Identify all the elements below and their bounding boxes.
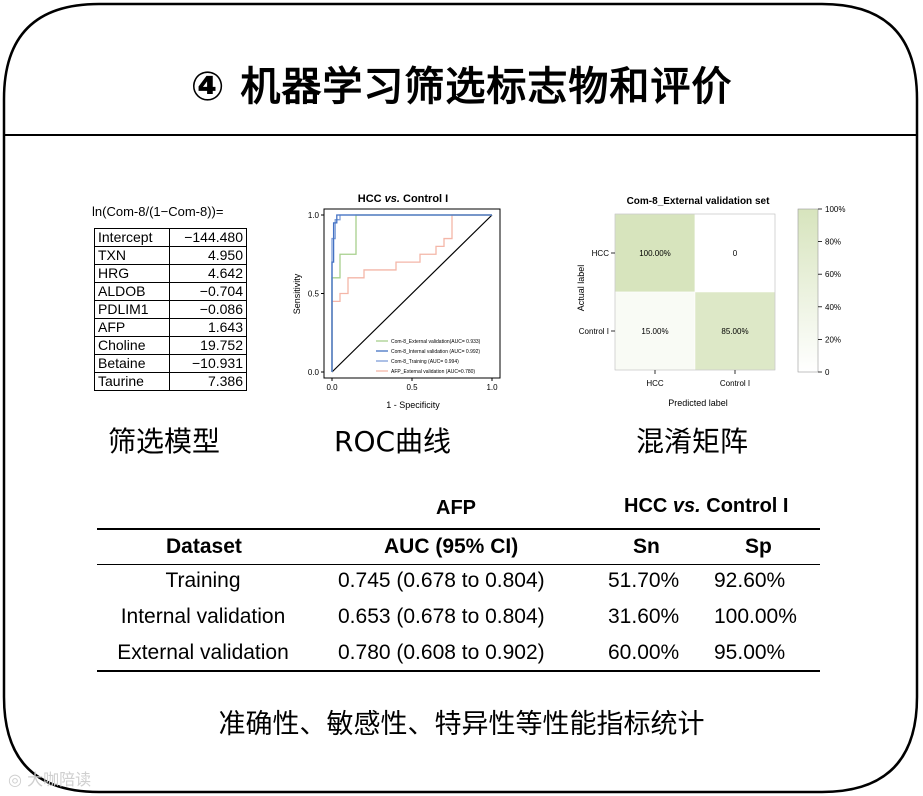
coef-name: PDLIM1 [94, 300, 170, 319]
cm-colorbar-label: 0 [825, 368, 830, 377]
coef-row: TXN 4.950 [94, 246, 247, 265]
coef-row: Betaine −10.931 [94, 354, 247, 373]
perf-cell-auc: 0.653 (0.678 to 0.804) [338, 605, 545, 628]
model-caption: 筛选模型 [108, 425, 221, 458]
roc-xtick-label: 0.0 [326, 383, 338, 392]
coef-row: ALDOB −0.704 [94, 282, 247, 301]
roc-diagonal [331, 214, 493, 373]
roc-legend-label: AFP_External validation (AUC=0.780) [391, 369, 475, 375]
cm-cell-label: 15.00% [641, 327, 668, 336]
coef-name: HRG [94, 264, 170, 283]
cm-cell-label: 0 [733, 249, 738, 258]
table-top-rule [97, 528, 820, 530]
footer-caption: 准确性、敏感性、特异性等性能指标统计 [218, 709, 705, 740]
cm-colorbar-label: 60% [825, 270, 841, 279]
roc-ylabel: Sensitivity [292, 273, 302, 314]
table-bottom-rule [97, 670, 820, 672]
roc-legend-label: Com-8_External validation(AUC= 0.933) [391, 339, 481, 345]
coef-row: Choline 19.752 [94, 336, 247, 355]
perf-cell-sp: 92.60% [714, 569, 786, 592]
cm-caption: 混淆矩阵 [636, 425, 749, 458]
coef-row: HRG 4.642 [94, 264, 247, 283]
cm-cell [694, 213, 776, 293]
cm-col-label: HCC [646, 379, 664, 388]
cm-colorbar-label: 80% [825, 238, 841, 247]
perf-cell-auc: 0.780 (0.608 to 0.902) [338, 641, 545, 664]
model-formula: ln(Com-8/(1−Com-8))= [92, 204, 224, 219]
header-auc: AUC (95% CI) [384, 535, 519, 558]
cm-grid-frame [614, 213, 776, 371]
coef-value: −10.931 [169, 354, 247, 373]
coef-name: Taurine [94, 372, 170, 391]
roc-caption: ROC曲线 [334, 425, 452, 458]
watermark: ◎ 大咖陪读 [8, 770, 92, 789]
perf-cell-auc: 0.745 (0.678 to 0.804) [338, 569, 545, 592]
roc-legend-label: Com-8_Internal validation (AUC= 0.992) [391, 349, 480, 355]
perf-cell-sp: 100.00% [714, 605, 797, 628]
coefficient-table: Intercept −144.480 TXN 4.950 HRG 4.642 ALDOB −0… [94, 228, 247, 391]
perf-cell-dataset: Internal validation [120, 605, 286, 628]
cm-row-label: Control I [579, 327, 609, 336]
coef-row: AFP 1.643 [94, 318, 247, 337]
table-mid-rule [97, 564, 820, 565]
coef-value: −0.704 [169, 282, 247, 301]
perf-group-label: AFP [436, 497, 476, 519]
coef-value: 7.386 [169, 372, 247, 391]
coef-name: Intercept [94, 228, 170, 247]
roc-series-1 [331, 214, 492, 372]
cm-cell-label: 85.00% [721, 327, 748, 336]
page-title: ④ 机器学习筛选标志物和评价 [190, 64, 733, 110]
header-dataset: Dataset [166, 535, 242, 558]
coef-value: 4.642 [169, 264, 247, 283]
roc-legend-label: Com-8_Training (AUC= 0.994) [391, 359, 459, 365]
perf-comparison-label: HCC vs. Control I [624, 495, 789, 517]
roc-chart: HCC vs. Control I 0.0 0.5 1.0 0.0 0.5 1.0 Com-… [292, 193, 501, 410]
coef-value: −0.086 [169, 300, 247, 319]
eye-icon: ◎ [8, 770, 22, 789]
header-sn: Sn [633, 535, 660, 558]
perf-cell-sn: 51.70% [608, 569, 680, 592]
coef-name: Choline [94, 336, 170, 355]
roc-ytick-label: 0.0 [308, 368, 320, 377]
coef-value: −144.480 [169, 228, 247, 247]
perf-cell-sn: 60.00% [608, 641, 680, 664]
perf-cell-dataset: External validation [117, 641, 289, 664]
perf-cell-sp: 95.00% [714, 641, 786, 664]
roc-xtick-label: 1.0 [486, 383, 498, 392]
confusion-matrix: Com-8_External validation set 100.00% 0 15… [576, 196, 845, 408]
cm-colorbar-label: 40% [825, 303, 841, 312]
coef-value: 4.950 [169, 246, 247, 265]
coef-name: Betaine [94, 354, 170, 373]
perf-cell-sn: 31.60% [608, 605, 680, 628]
cm-col-label: Control I [720, 379, 750, 388]
coef-row: Intercept −144.480 [94, 228, 247, 247]
cm-title: Com-8_External validation set [627, 196, 770, 207]
roc-xlabel: 1 - Specificity [386, 400, 440, 410]
cm-colorbar-label: 20% [825, 335, 841, 344]
coef-name: AFP [94, 318, 170, 337]
roc-series-3 [331, 214, 492, 372]
cm-cell-label: 100.00% [639, 249, 671, 258]
coef-row: Taurine 7.386 [94, 372, 247, 391]
roc-xtick-label: 0.5 [406, 383, 418, 392]
cm-ylabel: Actual label [576, 265, 586, 312]
coef-value: 19.752 [169, 336, 247, 355]
cm-colorbar [797, 208, 819, 373]
perf-cell-dataset: Training [165, 569, 241, 592]
roc-ytick-label: 1.0 [308, 211, 320, 220]
coef-name: ALDOB [94, 282, 170, 301]
cm-row-label: HCC [592, 249, 610, 258]
roc-ytick-label: 0.5 [308, 290, 320, 299]
coef-value: 1.643 [169, 318, 247, 337]
cm-colorbar-label: 100% [825, 205, 845, 214]
coef-name: TXN [94, 246, 170, 265]
roc-title: HCC vs. Control I [358, 193, 448, 205]
coef-row: PDLIM1 −0.086 [94, 300, 247, 319]
header-sp: Sp [745, 535, 772, 558]
cm-xlabel: Predicted label [668, 398, 728, 408]
cm-cell [694, 291, 776, 371]
